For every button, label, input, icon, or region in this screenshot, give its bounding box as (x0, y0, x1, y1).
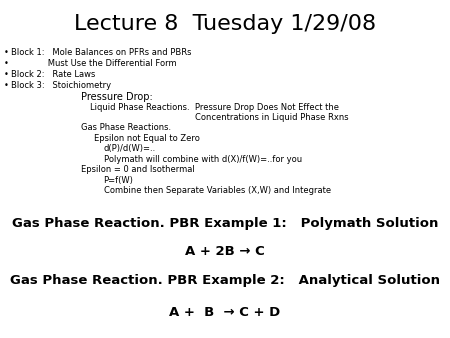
Text: Must Use the Differential Form: Must Use the Differential Form (11, 59, 177, 68)
Text: Block 3:   Stoichiometry: Block 3: Stoichiometry (11, 81, 112, 90)
Text: Pressure Drop:: Pressure Drop: (81, 92, 153, 102)
Text: Gas Phase Reaction. PBR Example 2:   Analytical Solution: Gas Phase Reaction. PBR Example 2: Analy… (10, 274, 440, 287)
Text: A +  B  → C + D: A + B → C + D (169, 306, 281, 319)
Text: P=f(W): P=f(W) (104, 176, 133, 185)
Text: Epsilon = 0 and Isothermal: Epsilon = 0 and Isothermal (81, 165, 195, 174)
Text: Gas Phase Reaction. PBR Example 1:   Polymath Solution: Gas Phase Reaction. PBR Example 1: Polym… (12, 217, 438, 230)
Text: Epsilon not Equal to Zero: Epsilon not Equal to Zero (94, 134, 200, 143)
Text: Gas Phase Reactions.: Gas Phase Reactions. (81, 123, 171, 132)
Text: Polymath will combine with d(X)/f(W)=..for you: Polymath will combine with d(X)/f(W)=..f… (104, 155, 302, 164)
Text: Block 2:   Rate Laws: Block 2: Rate Laws (11, 70, 95, 79)
Text: Block 1:   Mole Balances on PFRs and PBRs: Block 1: Mole Balances on PFRs and PBRs (11, 48, 192, 57)
Text: A + 2B → C: A + 2B → C (185, 245, 265, 258)
Text: •: • (4, 70, 9, 79)
Text: Lecture 8  Tuesday 1/29/08: Lecture 8 Tuesday 1/29/08 (74, 14, 376, 33)
Text: Combine then Separate Variables (X,W) and Integrate: Combine then Separate Variables (X,W) an… (104, 186, 331, 195)
Text: •: • (4, 81, 9, 90)
Text: Liquid Phase Reactions.  Pressure Drop Does Not Effect the: Liquid Phase Reactions. Pressure Drop Do… (90, 103, 339, 112)
Text: Concentrations in Liquid Phase Rxns: Concentrations in Liquid Phase Rxns (90, 113, 349, 122)
Text: •: • (4, 59, 9, 68)
Text: d(P)/d(W)=..: d(P)/d(W)=.. (104, 144, 156, 153)
Text: •: • (4, 48, 9, 57)
